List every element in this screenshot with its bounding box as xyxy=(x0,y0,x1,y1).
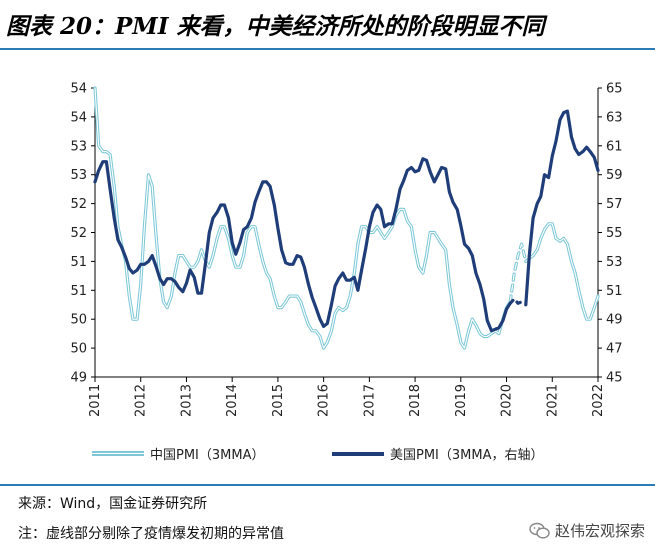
right-tick-label: 49 xyxy=(606,313,623,328)
right-tick-label: 53 xyxy=(606,255,623,270)
china-pmi-dashed-line-inner xyxy=(509,243,527,303)
legend-label-us: 美国PMI（3MMA，右轴） xyxy=(390,448,544,463)
right-tick-label: 45 xyxy=(606,371,623,386)
left-tick-label: 54 xyxy=(70,82,87,97)
x-axis-ticks: 2011 2012 2013 2014 2015 2016 2017 2018 2019 2020… xyxy=(88,377,606,417)
footnote: 注：虚线部分剔除了疫情爆发初期的异常值 xyxy=(18,526,284,542)
x-tick-label: 2018 xyxy=(408,384,423,417)
watermark: 赵伟宏观探索 xyxy=(529,520,645,541)
watermark-text: 赵伟宏观探索 xyxy=(554,522,645,540)
us-pmi-line xyxy=(524,109,600,307)
china-pmi-line-inner xyxy=(525,223,599,320)
x-tick-label: 2012 xyxy=(134,384,149,417)
right-tick-label: 59 xyxy=(606,168,623,183)
left-tick-label: 51 xyxy=(70,255,87,270)
left-tick-label: 52 xyxy=(70,226,87,241)
right-tick-label: 65 xyxy=(606,82,623,97)
left-tick-label: 52 xyxy=(70,197,87,212)
left-tick-label: 51 xyxy=(70,284,87,299)
x-tick-label: 2016 xyxy=(317,384,332,417)
footer-divider xyxy=(0,484,655,486)
x-tick-label: 2017 xyxy=(362,384,377,417)
x-tick-label: 2013 xyxy=(179,384,194,417)
left-tick-label: 53 xyxy=(70,139,87,154)
legend-item-china: 中国PMI（3MMA） xyxy=(92,444,265,463)
legend-swatch-china xyxy=(92,451,144,456)
chart-legend: 中国PMI（3MMA） 美国PMI（3MMA，右轴） xyxy=(0,444,655,466)
right-tick-label: 61 xyxy=(606,139,623,154)
chart-axes xyxy=(94,88,599,378)
left-tick-label: 50 xyxy=(70,313,87,328)
source-note: 来源：Wind，国金证券研究所 xyxy=(18,496,208,512)
x-tick-label: 2022 xyxy=(591,384,606,417)
pmi-chart: 54 54 53 53 52 52 51 51 50 50 49 65 63 61 59 57 55 53 51 4… xyxy=(70,82,623,418)
left-tick-label: 53 xyxy=(70,168,87,183)
us-pmi-dashed-line xyxy=(508,297,528,305)
right-tick-label: 55 xyxy=(606,226,623,241)
x-tick-label: 2019 xyxy=(454,384,469,417)
right-axis-ticks: 65 63 61 59 57 55 53 51 49 47 45 xyxy=(598,82,623,386)
china-pmi-line xyxy=(524,222,600,321)
x-tick-label: 2015 xyxy=(271,384,286,417)
left-axis-ticks: 54 54 53 53 52 52 51 51 50 50 49 xyxy=(70,82,95,386)
x-tick-label: 2021 xyxy=(545,384,560,417)
series-lines xyxy=(93,86,600,350)
legend-swatch-us xyxy=(332,451,384,456)
left-tick-label: 54 xyxy=(70,110,87,125)
right-tick-label: 63 xyxy=(606,110,623,125)
left-tick-label: 50 xyxy=(70,342,87,357)
right-tick-label: 57 xyxy=(606,197,623,212)
us-pmi-line xyxy=(93,157,512,333)
right-tick-label: 51 xyxy=(606,284,623,299)
right-tick-label: 47 xyxy=(606,342,623,357)
left-tick-label: 49 xyxy=(70,371,87,386)
x-tick-label: 2011 xyxy=(88,384,103,417)
x-tick-label: 2014 xyxy=(225,384,240,417)
china-pmi-line-inner xyxy=(94,87,511,349)
wechat-icon xyxy=(529,522,550,539)
legend-label-china: 中国PMI（3MMA） xyxy=(150,448,265,463)
legend-item-us: 美国PMI（3MMA，右轴） xyxy=(332,444,544,463)
chart-title: 图表 20：PMI 来看，中美经济所处的阶段明显不同 xyxy=(6,13,545,40)
x-tick-label: 2020 xyxy=(500,384,515,417)
title-divider xyxy=(0,48,655,50)
